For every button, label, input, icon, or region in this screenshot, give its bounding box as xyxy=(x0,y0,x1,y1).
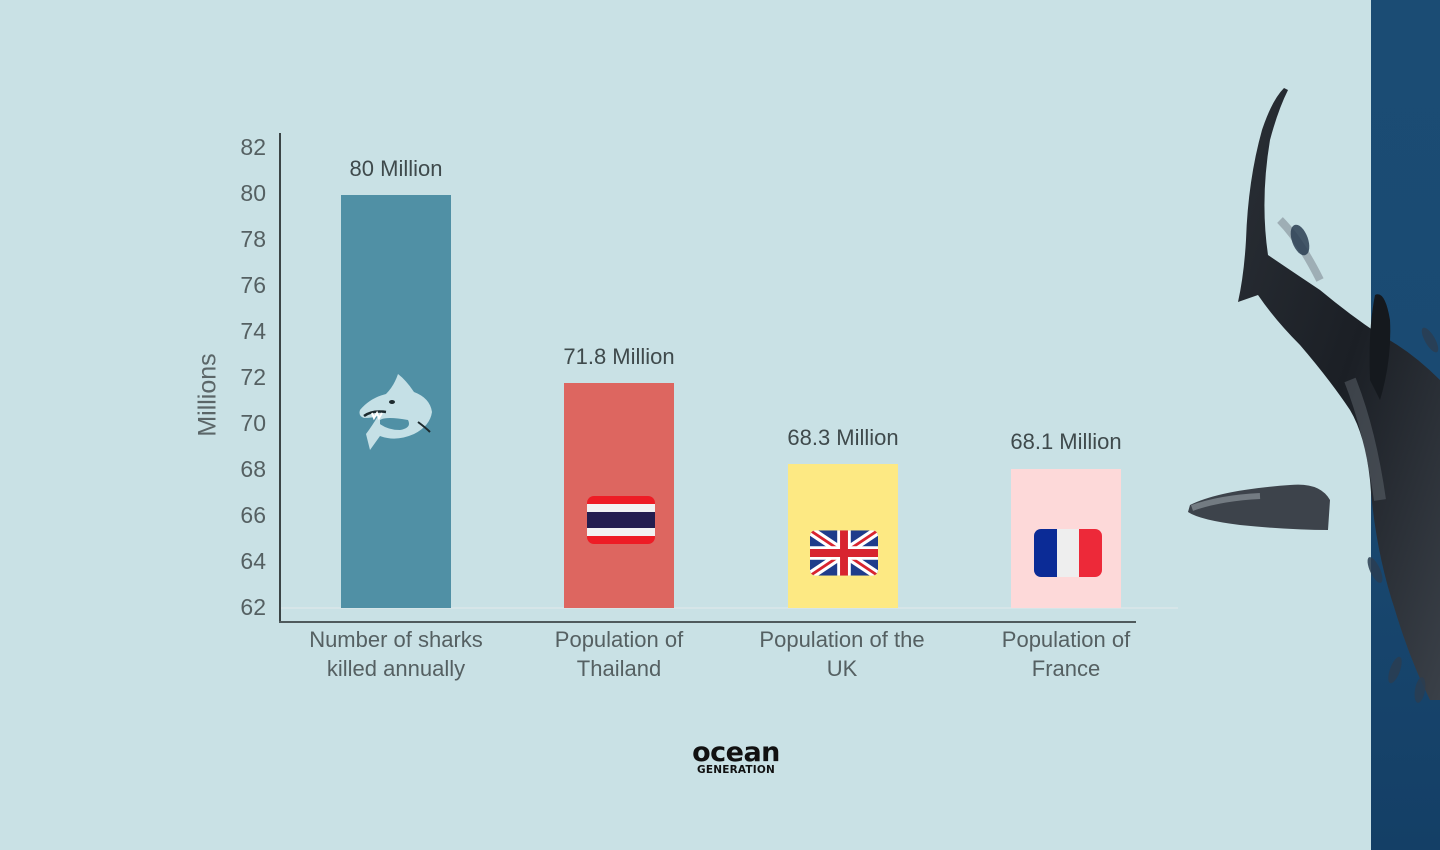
category-label: Population of Thailand xyxy=(554,627,684,681)
bar-thailand xyxy=(564,383,674,608)
category-label: Number of sharks killed annually xyxy=(309,627,483,681)
thailand-flag-icon xyxy=(587,496,655,544)
bar-value-label: 80 Million xyxy=(349,156,443,181)
bar-value-label: 68.3 Million xyxy=(787,425,899,450)
y-axis-title: Millions xyxy=(193,353,222,437)
ocean-generation-logo: ocean GENERATION xyxy=(692,737,780,776)
y-tick: 66 xyxy=(240,502,266,528)
shark-photo xyxy=(1188,88,1440,703)
x-axis-line xyxy=(279,621,1136,623)
france-flag-icon xyxy=(1034,529,1102,577)
y-tick: 80 xyxy=(240,180,266,206)
y-tick: 76 xyxy=(240,272,266,298)
y-tick: 64 xyxy=(240,548,266,574)
y-axis-line xyxy=(279,133,281,622)
shark-icon xyxy=(359,374,432,450)
bar-value-label: 68.1 Million xyxy=(1010,429,1122,454)
category-label: Population of the UK xyxy=(759,627,925,681)
y-tick: 72 xyxy=(240,364,266,390)
y-tick: 68 xyxy=(240,456,266,482)
bar-value-label: 71.8 Million xyxy=(563,344,675,369)
y-tick: 78 xyxy=(240,226,266,252)
y-tick: 62 xyxy=(240,594,266,620)
baseline xyxy=(281,607,1178,609)
y-tick: 74 xyxy=(240,318,266,344)
category-label: Population of France xyxy=(1001,627,1131,681)
y-tick: 70 xyxy=(240,410,266,436)
y-tick: 82 xyxy=(240,134,266,160)
uk-flag-icon xyxy=(810,530,878,576)
